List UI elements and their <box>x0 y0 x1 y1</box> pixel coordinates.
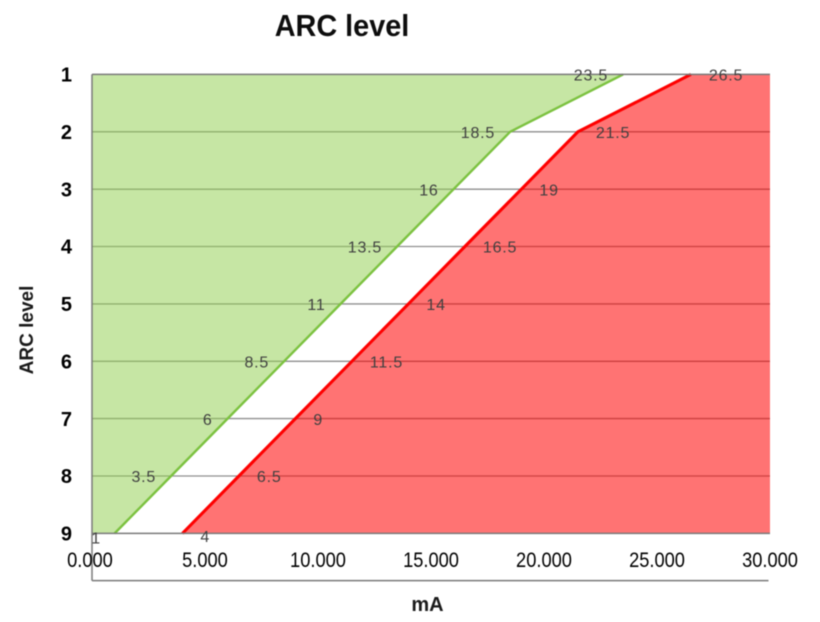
svg-text:8: 8 <box>61 466 72 488</box>
svg-text:16.5: 16.5 <box>483 240 517 257</box>
svg-text:2: 2 <box>61 122 72 144</box>
svg-text:1: 1 <box>61 65 72 87</box>
svg-text:13.5: 13.5 <box>348 240 382 257</box>
svg-text:16: 16 <box>419 182 438 199</box>
svg-text:14: 14 <box>426 297 445 314</box>
svg-text:4: 4 <box>200 529 210 546</box>
svg-text:19: 19 <box>539 182 558 199</box>
svg-text:0.000: 0.000 <box>67 549 113 573</box>
svg-text:23.5: 23.5 <box>574 68 608 85</box>
svg-text:3.5: 3.5 <box>131 469 156 486</box>
svg-text:6: 6 <box>61 352 72 374</box>
svg-text:6.5: 6.5 <box>257 469 282 486</box>
svg-text:20.000: 20.000 <box>516 549 572 573</box>
svg-text:7: 7 <box>61 409 72 431</box>
svg-text:1: 1 <box>91 531 101 548</box>
svg-text:6: 6 <box>203 412 213 429</box>
svg-text:3: 3 <box>61 179 72 201</box>
svg-text:30.000: 30.000 <box>742 549 798 573</box>
svg-text:18.5: 18.5 <box>461 125 495 142</box>
svg-text:11: 11 <box>307 297 325 314</box>
svg-text:5: 5 <box>61 294 72 316</box>
svg-text:25.000: 25.000 <box>629 549 685 573</box>
svg-text:9: 9 <box>313 412 323 429</box>
svg-text:10.000: 10.000 <box>290 549 346 573</box>
svg-text:9: 9 <box>61 524 72 546</box>
svg-text:5.000: 5.000 <box>182 549 228 573</box>
svg-text:11.5: 11.5 <box>370 355 403 372</box>
svg-text:mA: mA <box>411 594 443 616</box>
svg-text:15.000: 15.000 <box>403 549 459 573</box>
svg-text:21.5: 21.5 <box>596 125 630 142</box>
svg-text:ARC level: ARC level <box>17 286 38 375</box>
svg-text:26.5: 26.5 <box>709 68 743 85</box>
svg-text:4: 4 <box>61 237 73 259</box>
svg-text:ARC level: ARC level <box>275 9 410 43</box>
svg-text:8.5: 8.5 <box>244 355 269 372</box>
